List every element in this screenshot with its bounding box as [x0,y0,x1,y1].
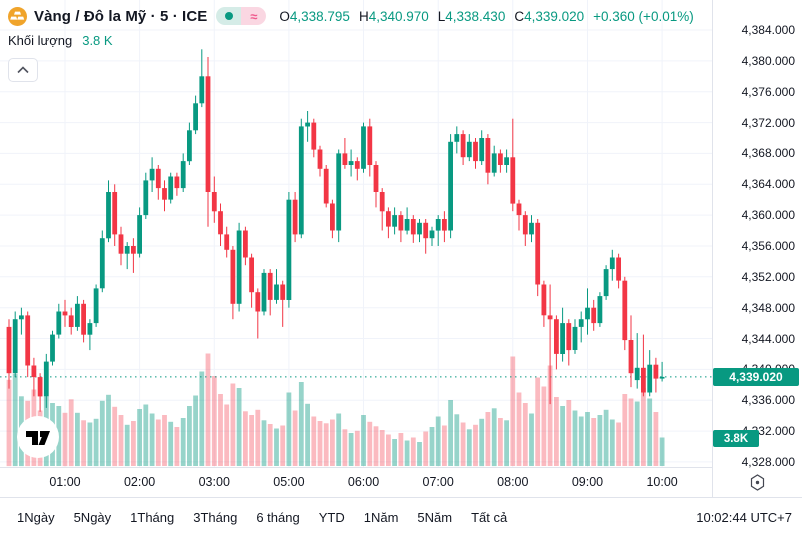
range-button-1tháng[interactable]: 1Tháng [123,505,181,530]
range-button-ytd[interactable]: YTD [312,505,352,530]
time-tick-label: 06:00 [347,475,380,489]
time-axis[interactable]: 01:00 02:00 03:00 05:00 06:00 07:00 08:00 09:00… [0,468,712,497]
high-value: H4,340.970 [358,8,429,24]
time-tick-label: 05:00 [273,475,305,489]
volume-study-label[interactable]: Khối lượng [8,32,73,48]
price-tick-label: 4,344.000 [741,331,795,346]
time-tick-label: 09:00 [571,475,604,489]
time-tick-label: 10:00 [646,475,678,489]
market-open-dot-icon [224,12,233,20]
legend: Vàng / Đô la Mỹ · 5 · ICE ≈ O4,338.795 H… [8,6,694,82]
toolbar-separator [0,497,802,498]
price-tick-label: 4,336.000 [741,393,795,408]
time-tick-label: 01:00 [49,475,81,489]
price-tick-label: 4,356.000 [741,238,795,253]
close-value: C4,339.020 [514,8,585,24]
price-tick-label: 4,376.000 [741,84,795,99]
axis-corner [713,468,802,497]
date-range-buttons: 1Ngày 5Ngày 1Tháng 3Tháng 6 tháng YTD 1Năm 5Năm… [10,505,514,530]
ohlc-readout: O4,338.795 H4,340.970 L4,338.430 C4,339.… [279,9,693,24]
volume-study-value: 3.8 K [82,32,113,48]
price-tick-label: 4,352.000 [741,269,795,284]
price-tick-label: 4,384.000 [741,23,795,37]
price-scale-settings-icon[interactable] [748,473,767,492]
symbol-title[interactable]: Vàng / Đô la Mỹ · 5 · ICE [34,7,208,25]
price-tick-label: 4,380.000 [741,53,795,68]
candlestick-volume-chart[interactable] [0,0,712,467]
change-value: +0.360 (+0.01%) [593,8,694,24]
market-status-button[interactable] [216,7,242,25]
clock-timezone[interactable]: 10:02:44 UTC+7 [696,509,792,525]
approx-icon: ≈ [250,8,258,24]
range-button-6-tháng[interactable]: 6 tháng [249,505,306,530]
range-button-1ngày[interactable]: 1Ngày [10,505,62,530]
price-axis[interactable]: 4,384.000 4,380.000 4,376.000 4,372.000 4,36… [713,0,802,469]
price-tick-label: 4,372.000 [741,115,795,130]
chevron-up-icon [17,66,29,74]
price-tick-label: 4,364.000 [741,177,795,192]
legend-collapse-button[interactable] [8,58,38,82]
open-value: O4,338.795 [279,8,350,24]
time-tick-label: 08:00 [497,475,529,489]
volume-badge: 3.8K [713,430,759,447]
time-axis-separator [0,467,712,468]
price-tick-label: 4,328.000 [741,454,795,469]
tradingview-logo[interactable] [17,416,59,458]
price-tick-label: 4,348.000 [741,300,795,315]
bottom-toolbar: 1Ngày 5Ngày 1Tháng 3Tháng 6 tháng YTD 1Năm 5Năm… [0,498,802,536]
time-tick-label: 07:00 [422,475,454,489]
time-tick-label: 03:00 [198,475,230,489]
delayed-data-button[interactable]: ≈ [241,7,267,25]
price-axis-separator [712,0,713,497]
range-button-3tháng[interactable]: 3Tháng [186,505,244,530]
gold-symbol-icon[interactable] [8,6,27,26]
current-price-badge: 4,339.020 [713,367,799,386]
range-button-1năm[interactable]: 1Năm [357,505,406,530]
price-tick-label: 4,360.000 [741,208,795,223]
price-tick-label: 4,368.000 [741,146,795,161]
range-button-tất-cả[interactable]: Tất cả [464,505,514,530]
time-tick-label: 02:00 [123,475,156,489]
range-button-5năm[interactable]: 5Năm [410,505,459,530]
range-button-5ngày[interactable]: 5Ngày [67,505,119,530]
low-value: L4,338.430 [437,8,506,24]
market-status-pill: ≈ [216,7,267,25]
